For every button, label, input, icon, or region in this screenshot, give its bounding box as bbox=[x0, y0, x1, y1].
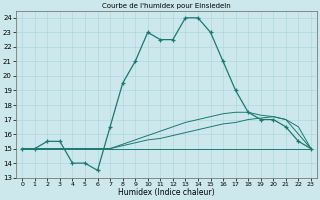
X-axis label: Humidex (Indice chaleur): Humidex (Indice chaleur) bbox=[118, 188, 215, 197]
Title: Courbe de l'humidex pour Einsiedeln: Courbe de l'humidex pour Einsiedeln bbox=[102, 3, 231, 9]
